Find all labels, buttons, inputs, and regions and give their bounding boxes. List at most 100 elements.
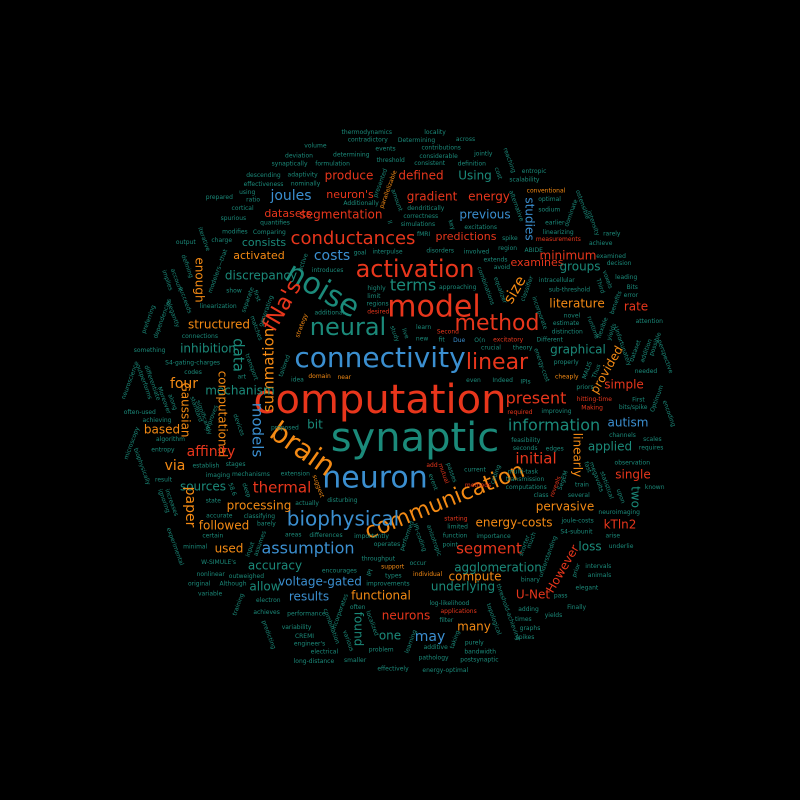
cloud-word: optimal — [538, 196, 561, 203]
cloud-word: nonlinear — [197, 571, 226, 578]
cloud-word: Different — [537, 337, 564, 344]
cloud-word: codes — [184, 369, 202, 376]
cloud-word: method — [455, 311, 540, 336]
cloud-word: imaging — [206, 472, 230, 479]
cloud-word: dendritically — [407, 205, 445, 212]
cloud-word: novel — [564, 312, 581, 319]
cloud-word: live — [400, 327, 410, 340]
cloud-word: deviation — [285, 153, 313, 160]
cloud-word: defined — [398, 169, 443, 183]
cloud-word: types — [385, 573, 402, 580]
cloud-word: adaptivity — [288, 172, 319, 179]
cloud-word: neuron's — [326, 188, 374, 201]
cloud-word: Using — [458, 169, 492, 183]
cloud-word: contributions — [421, 145, 461, 152]
cloud-word: prepared — [206, 194, 233, 201]
cloud-word: error — [624, 292, 639, 299]
cloud-word: models — [249, 403, 267, 458]
cloud-word: achieve — [589, 240, 613, 247]
cloud-word: activation — [356, 255, 475, 283]
cloud-word: improving — [541, 408, 571, 415]
cloud-word: electrical — [311, 649, 339, 656]
cloud-word: followed — [199, 519, 249, 533]
cloud-word: threshold — [377, 157, 405, 164]
cloud-word: additive — [424, 644, 449, 651]
cloud-word: importance — [476, 533, 511, 540]
cloud-word: results — [289, 590, 329, 604]
cloud-word: starting — [444, 516, 467, 523]
cloud-word: spurious — [221, 215, 246, 222]
cloud-word: multi-task — [508, 468, 539, 475]
cloud-word: effectively — [377, 665, 409, 672]
cloud-word: across — [456, 136, 475, 143]
cloud-word: information — [508, 416, 600, 435]
cloud-word: variability — [282, 624, 312, 631]
cloud-word: sub-threshold — [549, 286, 590, 293]
cloud-word: edges — [546, 445, 564, 452]
cloud-word: engineer's — [294, 641, 325, 648]
cloud-word: scales — [643, 436, 662, 443]
cloud-word: new — [416, 336, 428, 343]
cloud-word: occur — [410, 560, 427, 567]
cloud-word: thermal — [253, 479, 312, 497]
cloud-word: smaller — [344, 657, 367, 664]
cloud-word: jointly — [473, 150, 493, 157]
cloud-word: segmentation — [300, 208, 383, 222]
cloud-word: agglomeration — [454, 561, 542, 575]
cloud-word: transmission — [506, 476, 545, 483]
cloud-word: distinction — [552, 328, 583, 335]
cloud-word: Determining — [398, 137, 436, 144]
cloud-word: achieves — [253, 609, 280, 616]
cloud-word: affinity — [187, 444, 236, 460]
cloud-word: model — [387, 290, 480, 325]
cloud-word: goal — [354, 249, 367, 256]
cloud-word: Second — [437, 328, 459, 335]
cloud-word: applied — [588, 440, 632, 454]
cloud-word: neuroimaging — [598, 509, 640, 516]
cloud-word: intervals — [585, 563, 611, 570]
cloud-word: structured — [188, 318, 250, 332]
cloud-word: quantifies — [260, 220, 290, 227]
cloud-word: Although — [219, 580, 246, 587]
cloud-word: IPIs — [520, 379, 530, 386]
cloud-word: energy-costs — [475, 516, 552, 530]
cloud-word: deep — [240, 482, 252, 499]
cloud-word: synaptic — [331, 415, 500, 461]
cloud-word: Due — [453, 337, 465, 344]
cloud-word: region — [498, 245, 517, 252]
cloud-word: function — [443, 532, 468, 539]
cloud-word: pervasive — [536, 500, 594, 514]
cloud-word: additional — [314, 309, 344, 316]
cloud-word: establish — [192, 463, 219, 470]
cloud-word: arise — [605, 532, 620, 539]
cloud-word: proposed — [271, 425, 299, 432]
cloud-word: summation — [260, 328, 278, 412]
cloud-word: introduces — [312, 267, 344, 274]
cloud-word: limited — [447, 524, 468, 531]
cloud-word: underlie — [609, 543, 634, 550]
cloud-word: neurons — [382, 609, 430, 623]
cloud-word: filter — [439, 617, 453, 624]
cloud-word: conventional — [527, 187, 566, 194]
cloud-word: linear — [466, 350, 529, 375]
cloud-word: simple — [604, 378, 644, 392]
cloud-word: areas — [285, 532, 302, 539]
cloud-word: computational — [216, 371, 230, 458]
cloud-word: encourages — [322, 568, 357, 575]
cloud-word: yields — [545, 612, 563, 619]
cloud-word: linearization — [200, 303, 237, 310]
cloud-word: class — [534, 492, 549, 499]
cloud-word: Additionally — [343, 200, 379, 207]
cloud-word: achieving — [143, 417, 172, 424]
cloud-word: electron — [256, 597, 281, 604]
cloud-word: rate — [624, 300, 648, 314]
cloud-word: linearly — [571, 433, 585, 477]
cloud-word: avoid — [494, 264, 511, 271]
cloud-word: thermodynamics — [342, 129, 393, 136]
cloud-word: classifying — [244, 513, 276, 520]
cloud-word: energy — [468, 190, 510, 204]
cloud-word: charge — [211, 237, 232, 244]
cloud-word: postsynaptic — [460, 657, 498, 664]
cloud-word: neuron — [322, 461, 428, 496]
cloud-word: attention — [636, 318, 664, 325]
